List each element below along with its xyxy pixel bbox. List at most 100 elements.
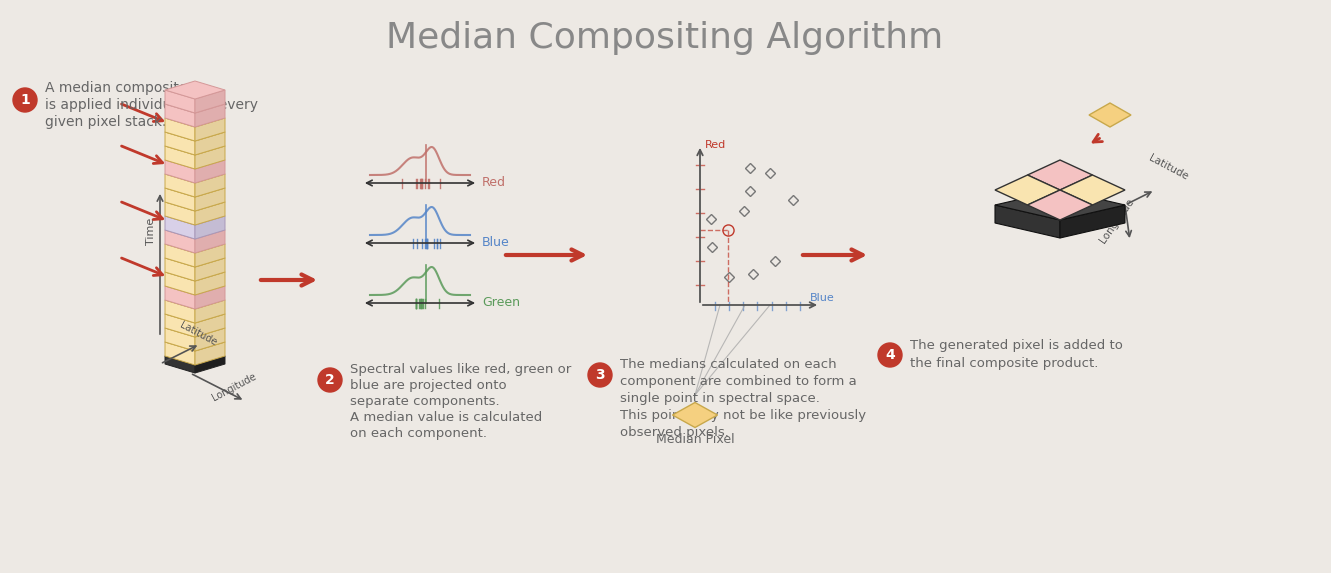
Polygon shape <box>165 277 225 295</box>
Polygon shape <box>196 258 225 281</box>
Polygon shape <box>165 179 225 197</box>
Polygon shape <box>165 132 196 155</box>
Polygon shape <box>196 188 225 211</box>
Polygon shape <box>165 305 225 323</box>
Polygon shape <box>165 95 225 113</box>
Polygon shape <box>165 165 225 183</box>
Polygon shape <box>196 90 225 113</box>
Polygon shape <box>1089 103 1131 127</box>
Text: separate components.: separate components. <box>350 395 499 408</box>
Polygon shape <box>196 132 225 155</box>
Polygon shape <box>996 175 1059 205</box>
Text: Longitude: Longitude <box>210 371 258 403</box>
Polygon shape <box>165 193 225 211</box>
Text: Median Compositing Algorithm: Median Compositing Algorithm <box>386 21 944 55</box>
Polygon shape <box>196 104 225 127</box>
Polygon shape <box>196 118 225 141</box>
Text: given pixel stack.: given pixel stack. <box>45 115 166 129</box>
Text: the final composite product.: the final composite product. <box>910 357 1098 370</box>
Circle shape <box>13 88 37 112</box>
Polygon shape <box>196 272 225 295</box>
Polygon shape <box>165 291 225 309</box>
Text: 3: 3 <box>595 368 604 382</box>
Text: A median value is calculated: A median value is calculated <box>350 411 542 424</box>
Polygon shape <box>165 230 196 253</box>
Text: 2: 2 <box>325 373 335 387</box>
Polygon shape <box>165 235 225 253</box>
Polygon shape <box>165 333 225 351</box>
Polygon shape <box>1059 175 1125 205</box>
Text: A median composite: A median composite <box>45 81 188 95</box>
Polygon shape <box>165 286 196 309</box>
Polygon shape <box>196 174 225 197</box>
Polygon shape <box>165 263 225 281</box>
Text: Spectral values like red, green or: Spectral values like red, green or <box>350 363 571 376</box>
Polygon shape <box>165 160 196 183</box>
Polygon shape <box>165 137 225 155</box>
Polygon shape <box>165 328 196 351</box>
Text: The generated pixel is added to: The generated pixel is added to <box>910 339 1123 352</box>
Polygon shape <box>165 188 196 211</box>
Text: 4: 4 <box>885 348 894 362</box>
Text: Latitude: Latitude <box>1147 153 1190 182</box>
Text: The medians calculated on each: The medians calculated on each <box>620 358 837 371</box>
Text: Longitude: Longitude <box>1098 197 1137 245</box>
Polygon shape <box>1059 205 1125 238</box>
Text: component are combined to form a: component are combined to form a <box>620 375 857 388</box>
Circle shape <box>588 363 612 387</box>
Polygon shape <box>165 300 196 323</box>
Polygon shape <box>165 202 196 225</box>
Polygon shape <box>672 402 717 427</box>
Polygon shape <box>196 286 225 309</box>
Polygon shape <box>165 319 225 337</box>
Polygon shape <box>196 202 225 225</box>
Polygon shape <box>165 90 196 113</box>
Text: Red: Red <box>482 176 506 190</box>
Text: Blue: Blue <box>482 237 510 249</box>
Polygon shape <box>165 258 196 281</box>
Text: Green: Green <box>482 296 520 309</box>
Polygon shape <box>196 300 225 323</box>
Text: Time: Time <box>146 217 156 245</box>
Polygon shape <box>165 221 225 239</box>
Polygon shape <box>165 104 196 127</box>
Polygon shape <box>196 244 225 267</box>
Polygon shape <box>165 244 196 267</box>
Polygon shape <box>196 342 225 365</box>
Text: single point in spectral space.: single point in spectral space. <box>620 392 820 405</box>
Polygon shape <box>165 146 196 169</box>
Polygon shape <box>196 328 225 351</box>
Polygon shape <box>165 216 196 239</box>
Polygon shape <box>165 123 225 141</box>
Text: blue are projected onto: blue are projected onto <box>350 379 507 392</box>
Polygon shape <box>196 314 225 337</box>
Text: on each component.: on each component. <box>350 427 487 440</box>
Polygon shape <box>196 146 225 169</box>
Polygon shape <box>165 174 196 197</box>
Polygon shape <box>165 207 225 225</box>
Text: Median Pixel: Median Pixel <box>656 433 735 446</box>
Polygon shape <box>196 216 225 239</box>
Polygon shape <box>196 356 225 373</box>
Text: Red: Red <box>705 140 727 150</box>
Text: This point may not be like previously: This point may not be like previously <box>620 409 866 422</box>
Circle shape <box>878 343 902 367</box>
Polygon shape <box>996 205 1059 238</box>
Text: observed pixels.: observed pixels. <box>620 426 729 439</box>
Text: Blue: Blue <box>811 293 835 303</box>
Text: is applied individually to every: is applied individually to every <box>45 98 258 112</box>
Polygon shape <box>165 342 196 365</box>
Polygon shape <box>1028 160 1093 190</box>
Polygon shape <box>165 249 225 267</box>
Text: 1: 1 <box>20 93 29 107</box>
Polygon shape <box>165 118 196 141</box>
Circle shape <box>318 368 342 392</box>
Polygon shape <box>996 190 1125 220</box>
Polygon shape <box>165 109 225 127</box>
Polygon shape <box>165 347 225 365</box>
Polygon shape <box>196 230 225 253</box>
Text: Latitude: Latitude <box>178 320 218 348</box>
Polygon shape <box>165 356 196 373</box>
Polygon shape <box>165 272 196 295</box>
Polygon shape <box>165 151 225 169</box>
